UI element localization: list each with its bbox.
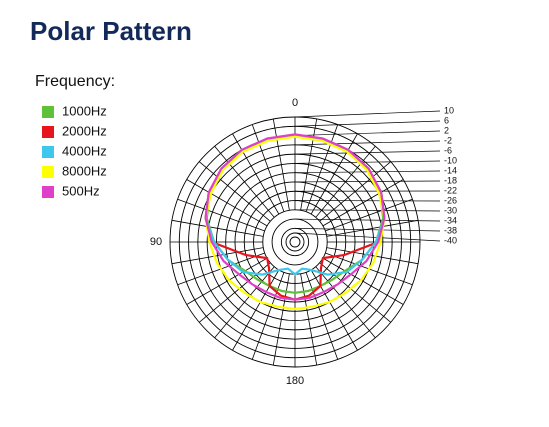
- legend-label: 8000Hz: [62, 163, 107, 178]
- legend-swatch: [42, 186, 54, 198]
- legend-title: Frequency:: [35, 73, 115, 90]
- angle-label: 90: [150, 236, 162, 248]
- ring-label: -40: [444, 235, 457, 245]
- ring-leader: [294, 160, 441, 164]
- legend-swatch: [42, 166, 54, 178]
- center-ring: [289, 236, 301, 248]
- ring-label: 2: [444, 125, 449, 135]
- angle-label: 180: [286, 375, 304, 387]
- ring-leader: [294, 150, 441, 155]
- ring-label: 10: [444, 105, 454, 115]
- ring-label: -34: [444, 215, 457, 225]
- ring-label: -18: [444, 175, 457, 185]
- ring: [271, 218, 319, 266]
- legend-swatch: [42, 106, 54, 118]
- ring-label: -26: [444, 195, 457, 205]
- ring-leader: [294, 218, 441, 222]
- ring-label: -2: [444, 135, 452, 145]
- angle-label: 0: [292, 97, 298, 109]
- ring-label: -30: [444, 205, 457, 215]
- legend-label: 500Hz: [62, 183, 100, 198]
- legend-swatch: [42, 146, 54, 158]
- ring-leader: [294, 232, 441, 242]
- ring-leader: [294, 140, 441, 146]
- legend-swatch: [42, 126, 54, 138]
- ring-label: 6: [444, 115, 449, 125]
- ring-leader: [294, 110, 441, 118]
- title: Polar Pattern: [30, 16, 192, 46]
- ring: [253, 200, 337, 284]
- ring-label: -22: [444, 185, 457, 195]
- pattern-line: [204, 135, 386, 311]
- ring-label: -38: [444, 225, 457, 235]
- ring-leader: [294, 180, 441, 183]
- legend-label: 1000Hz: [62, 103, 107, 118]
- ring-label: -10: [444, 155, 457, 165]
- ring-leader: [294, 130, 441, 136]
- legend-label: 2000Hz: [62, 123, 107, 138]
- ring-label: -6: [444, 145, 452, 155]
- pattern-line: [205, 134, 385, 294]
- ring: [285, 232, 305, 252]
- ring-leader: [294, 120, 441, 127]
- ring: [280, 227, 310, 257]
- legend-label: 4000Hz: [62, 143, 107, 158]
- ring-leader: [294, 209, 441, 212]
- pattern-line: [204, 133, 386, 301]
- ring-leader: [294, 228, 441, 232]
- ring-label: -14: [444, 165, 457, 175]
